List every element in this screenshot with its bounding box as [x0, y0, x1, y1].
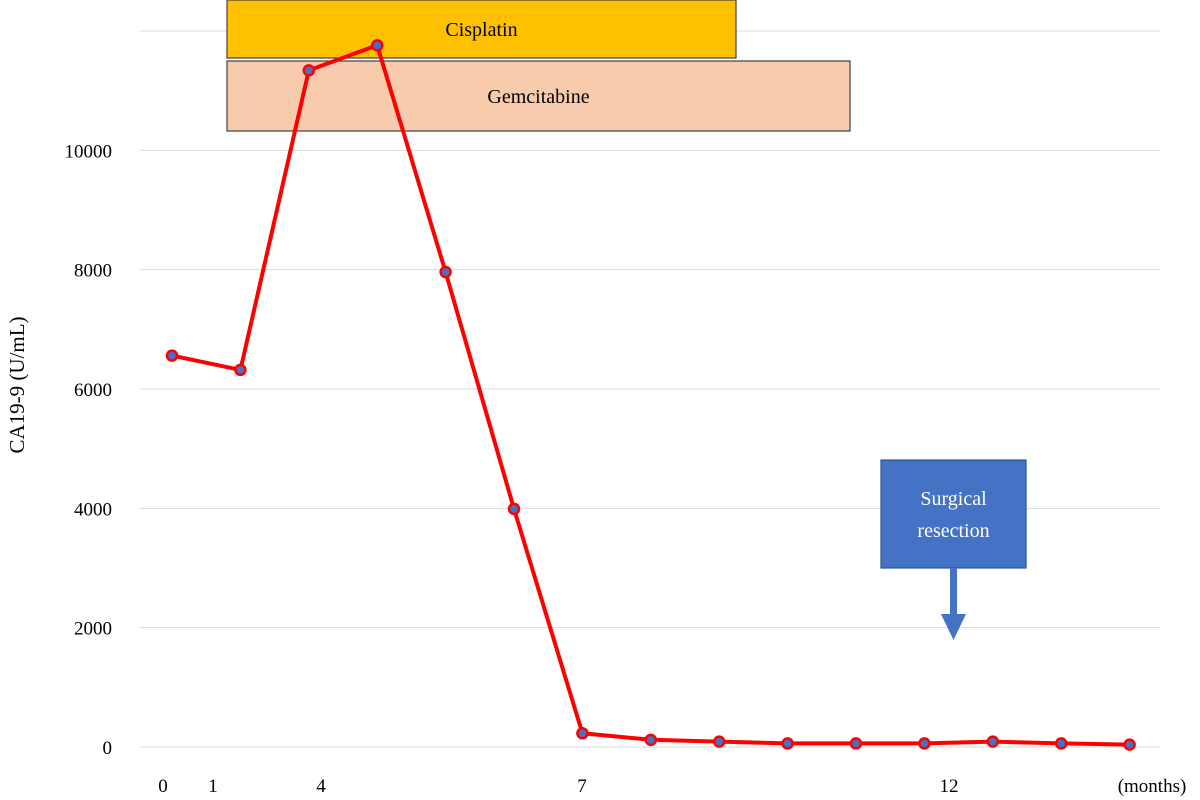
- callout-label-line1: Surgical: [920, 488, 987, 510]
- data-point: [234, 363, 247, 377]
- y-axis-ticks: 0 2000 4000 6000 8000 10000: [65, 141, 113, 759]
- y-tick-label: 8000: [74, 261, 112, 282]
- callout-arrow-head: [941, 614, 966, 640]
- treatment-bar-cisplatin: [226, 0, 737, 59]
- data-point: [1054, 737, 1068, 750]
- x-tick-label: 7: [577, 776, 587, 797]
- x-tick-label: 12: [940, 776, 959, 797]
- y-tick-label: 10000: [65, 141, 113, 162]
- x-tick-label: 4: [316, 776, 326, 797]
- x-tick-label: 0: [158, 776, 168, 797]
- data-points: [165, 39, 1136, 751]
- callout-arrow-shaft: [950, 568, 957, 618]
- x-axis-ticks: 0 1 4 7 12: [158, 776, 958, 797]
- callout-box: [880, 459, 1027, 569]
- treatment-bar-label: Cisplatin: [445, 19, 517, 41]
- data-point: [1123, 738, 1136, 751]
- data-point: [507, 502, 521, 516]
- data-point: [644, 733, 658, 747]
- y-tick-label: 0: [103, 738, 113, 759]
- y-tick-label: 2000: [74, 619, 112, 640]
- treatment-bar-gemcitabine: [226, 60, 851, 132]
- data-point: [849, 737, 863, 750]
- x-axis-unit-label: (months): [1118, 776, 1187, 797]
- data-point: [712, 735, 726, 748]
- data-point: [781, 737, 794, 750]
- data-point: [918, 737, 931, 750]
- data-point: [576, 727, 589, 740]
- data-point: [439, 265, 452, 279]
- y-axis-label: CA19-9 (U/mL): [5, 316, 29, 453]
- data-point: [370, 39, 384, 52]
- treatment-bar-label: Gemcitabine: [487, 86, 589, 108]
- treatment-bars: Cisplatin Gemcitabine: [226, 0, 851, 132]
- surgical-resection-callout: Surgical resection: [880, 459, 1027, 640]
- data-point: [165, 349, 179, 362]
- y-tick-label: 4000: [74, 499, 112, 520]
- data-point: [986, 735, 1000, 748]
- data-point: [302, 64, 316, 77]
- y-tick-label: 6000: [74, 380, 112, 401]
- callout-label-line2: resection: [917, 520, 989, 542]
- x-tick-label: 1: [208, 776, 218, 797]
